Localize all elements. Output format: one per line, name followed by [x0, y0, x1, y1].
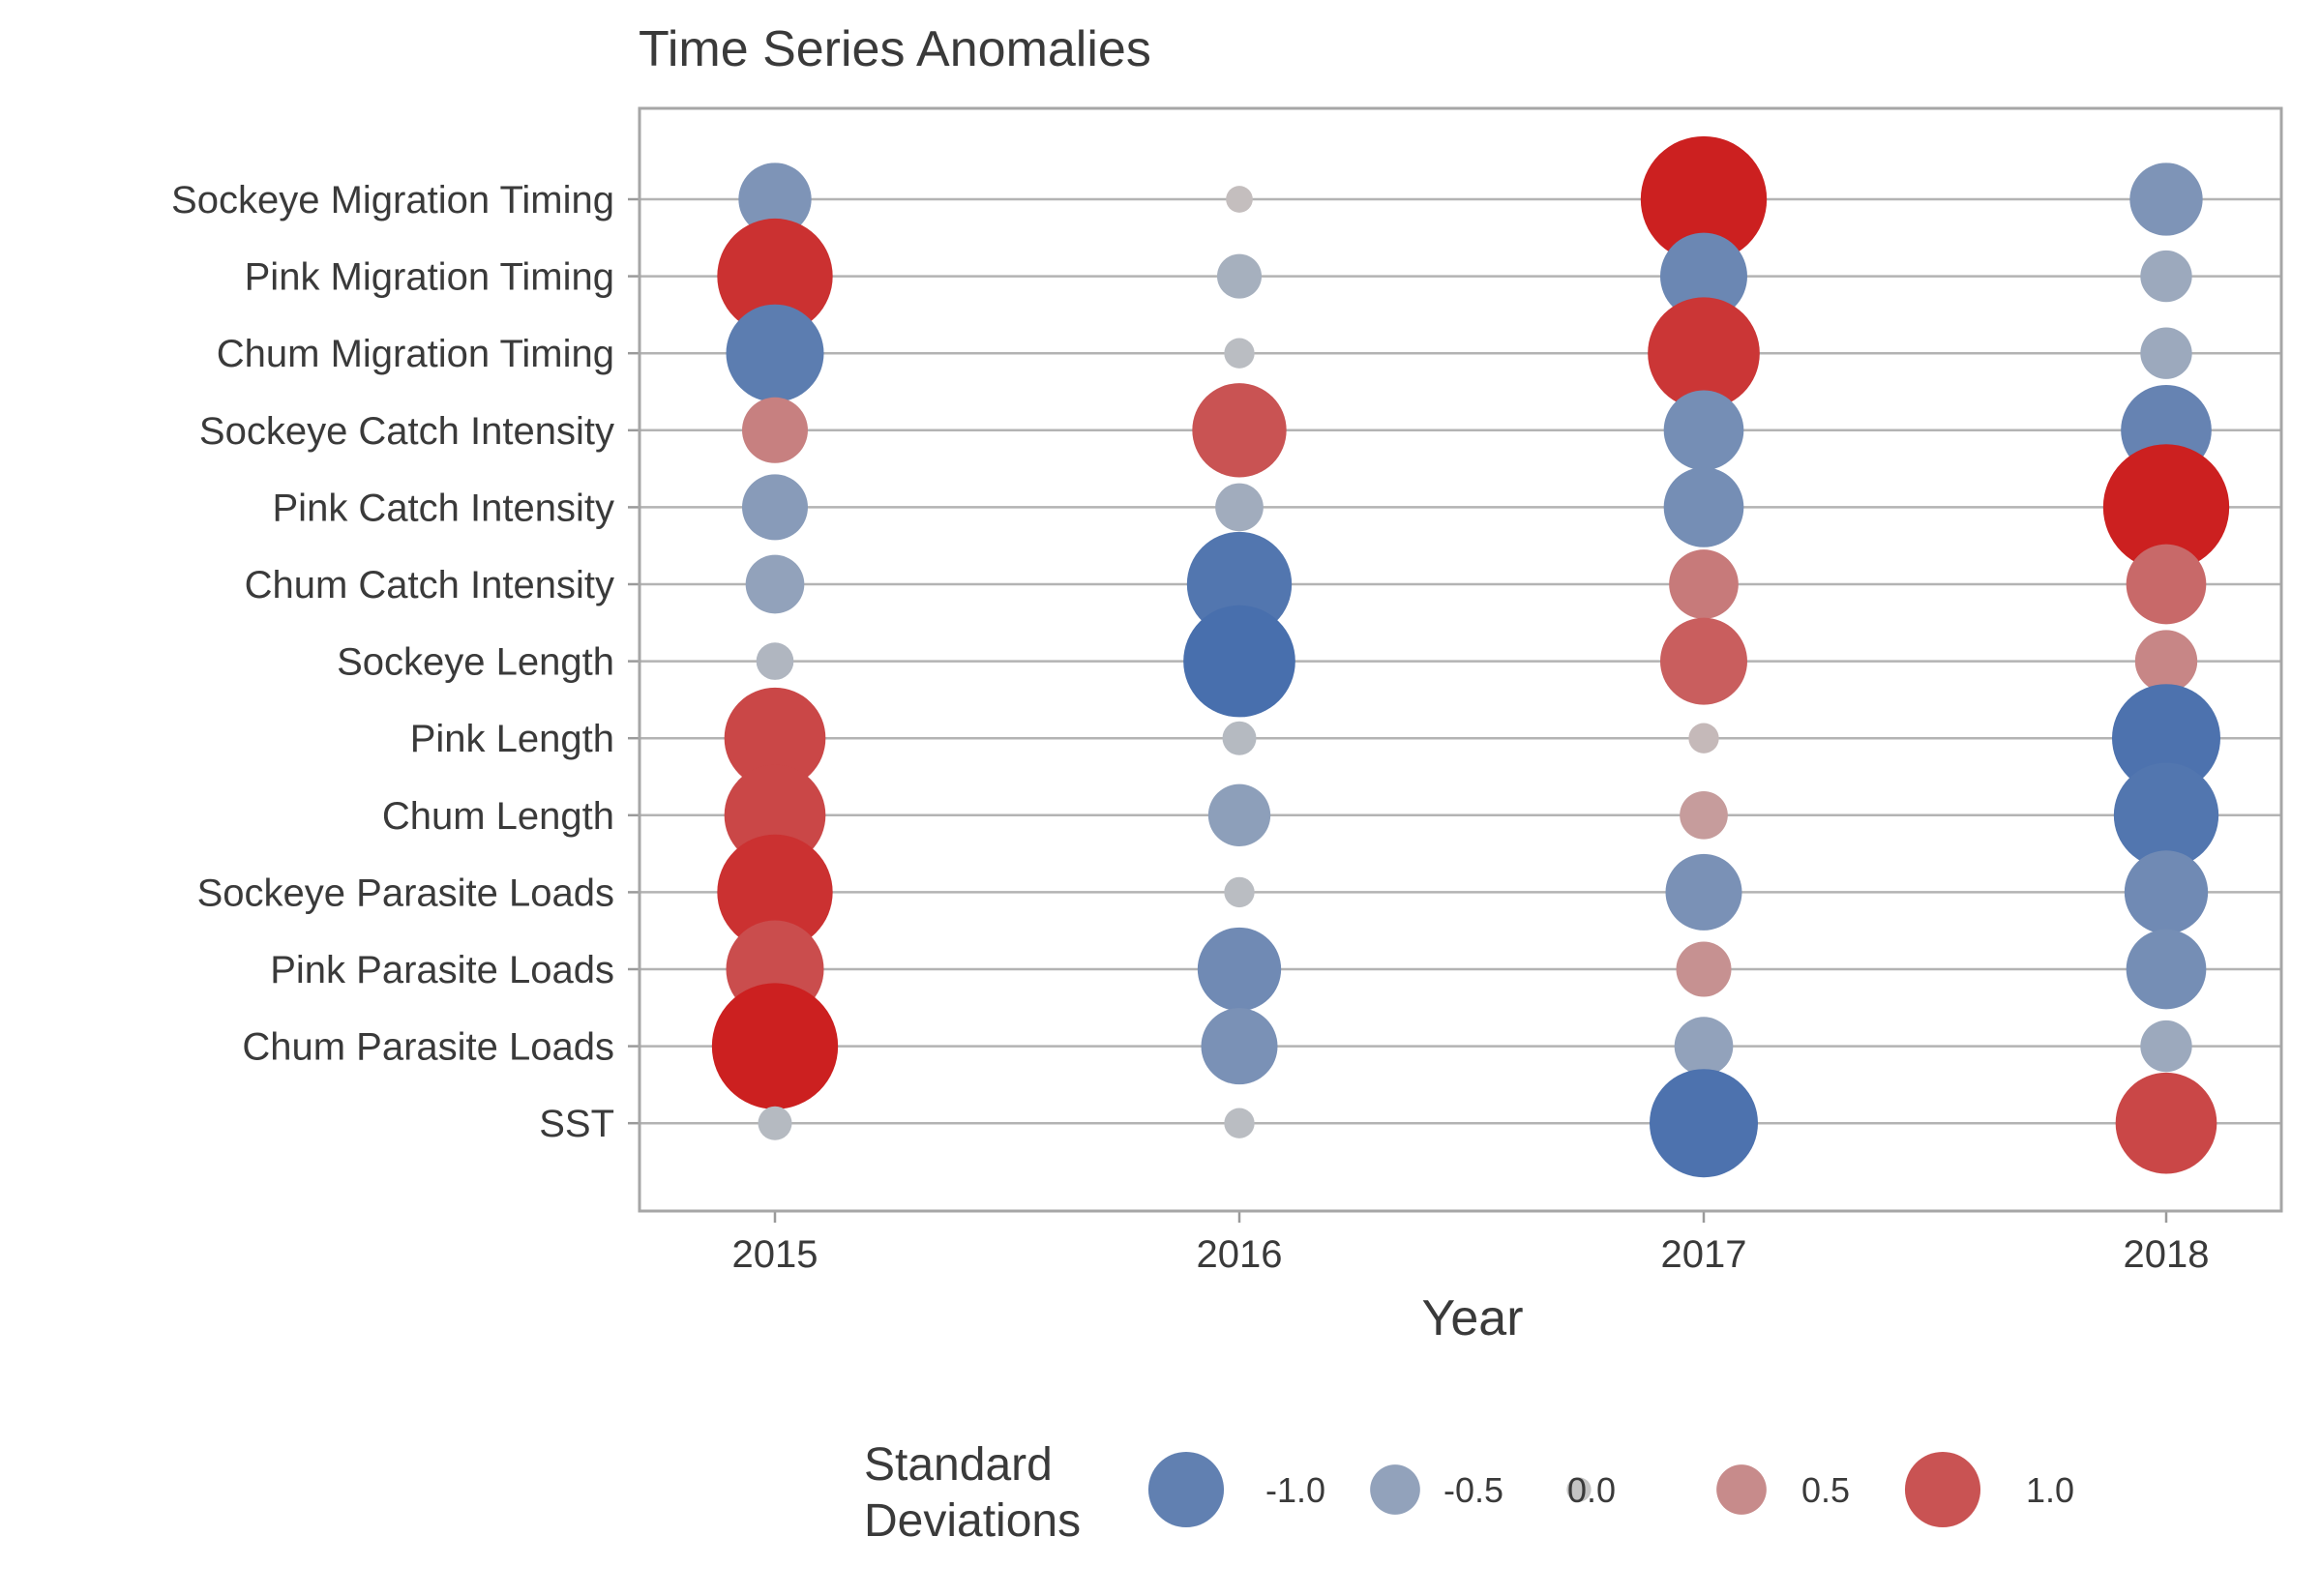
bubble-point — [1669, 549, 1739, 619]
bubble-point — [717, 218, 833, 335]
bubble-point — [711, 983, 839, 1109]
bubble-point — [1186, 531, 1293, 637]
y-tick-label: Pink Parasite Loads — [270, 949, 614, 991]
y-axis-ticks: Sockeye Migration Timing Pink Migration T… — [171, 179, 640, 1145]
legend-label: 0.0 — [1567, 1470, 1616, 1510]
bubble-point — [1201, 1008, 1278, 1085]
bubble-point — [1222, 721, 1257, 755]
bubble-point — [756, 642, 794, 680]
data-points — [711, 135, 2230, 1178]
bubble-point — [1674, 1017, 1734, 1076]
x-tick-label: 2015 — [732, 1233, 818, 1276]
y-tick-label: Chum Catch Intensity — [245, 564, 614, 606]
y-tick-label: Sockeye Catch Intensity — [199, 410, 614, 453]
y-tick-label: Pink Catch Intensity — [273, 487, 615, 529]
legend-key — [1147, 1451, 1225, 1528]
bubble-point — [2112, 684, 2220, 793]
legend-title-line2: Deviations — [864, 1495, 1081, 1547]
bubble-point — [1215, 483, 1264, 532]
bubble-point — [1660, 232, 1747, 320]
bubble-point — [1192, 383, 1287, 478]
bubble-point — [2124, 850, 2209, 934]
x-axis-ticks: 2015 2016 2017 2018 — [732, 1211, 2210, 1276]
bubble-point — [1224, 338, 1255, 369]
bubble-point — [717, 834, 833, 951]
bubble-point — [1224, 876, 1255, 908]
bubble-point — [1676, 941, 1732, 997]
bubble-point — [1688, 723, 1719, 754]
bubble-point — [1207, 783, 1271, 846]
bubble-point — [758, 1106, 792, 1140]
bubble-point — [1660, 617, 1747, 705]
chart-title: Time Series Anomalies — [639, 21, 1151, 77]
plot-panel — [638, 106, 2283, 1213]
y-tick-label: Chum Migration Timing — [217, 333, 614, 375]
legend-items: -1.0 -0.5 0.0 0.5 1.0 — [1147, 1451, 2074, 1528]
bubble-point — [726, 304, 824, 402]
bubble-point — [1663, 390, 1744, 471]
bubble-point — [2102, 444, 2230, 571]
bubble-point — [1648, 297, 1760, 410]
legend-label: -1.0 — [1265, 1470, 1325, 1510]
legend-key — [1716, 1464, 1767, 1515]
bubble-point — [2140, 250, 2192, 303]
bubble-point — [745, 554, 805, 614]
bubble-point — [2115, 1072, 2217, 1174]
y-tick-label: Pink Migration Timing — [245, 256, 614, 299]
x-tick-label: 2018 — [2124, 1233, 2210, 1276]
legend-key — [1566, 1477, 1592, 1502]
bubble-point — [1224, 1108, 1255, 1138]
bubble-point — [1183, 605, 1295, 718]
bubble-point — [2140, 327, 2192, 379]
y-tick-label: SST — [539, 1103, 614, 1145]
legend-key — [1904, 1451, 1981, 1528]
bubble-point — [1650, 1069, 1758, 1178]
bubble-point — [1663, 467, 1744, 547]
y-tick-label: Pink Length — [410, 718, 614, 760]
bubble-point — [2126, 544, 2207, 625]
bubble-point — [1680, 790, 1728, 840]
bubble-point — [738, 163, 812, 236]
legend-label: 0.5 — [1801, 1470, 1850, 1510]
bubble-point — [742, 474, 808, 541]
y-tick-label: Chum Parasite Loads — [242, 1026, 614, 1069]
legend-title-line1: Standard — [864, 1439, 1053, 1491]
bubble-point — [1197, 927, 1282, 1012]
bubble-point — [2113, 762, 2219, 868]
bubble-point — [1226, 186, 1253, 213]
bubble-point — [2134, 630, 2198, 693]
y-tick-label: Chum Length — [382, 795, 614, 838]
bubble-point — [724, 687, 826, 789]
x-tick-label: 2017 — [1661, 1233, 1747, 1276]
bubble-point — [2129, 163, 2203, 236]
bubble-point — [1640, 135, 1768, 263]
bubble-point — [1217, 253, 1262, 299]
grid-lines — [640, 197, 2281, 1125]
legend-key — [1370, 1464, 1420, 1515]
legend-label: -0.5 — [1443, 1470, 1503, 1510]
y-tick-label: Sockeye Length — [337, 641, 614, 684]
x-axis-label: Year — [1421, 1290, 1523, 1346]
x-tick-label: 2016 — [1197, 1233, 1283, 1276]
bubble-point — [2126, 929, 2207, 1010]
bubble-point — [1665, 853, 1742, 931]
legend-label: 1.0 — [2026, 1470, 2074, 1510]
y-tick-label: Sockeye Parasite Loads — [197, 872, 614, 914]
legend: Standard Deviations -1.0 -0.5 0.0 0.5 1.0 — [864, 1439, 2074, 1547]
bubble-point — [742, 397, 808, 463]
y-tick-label: Sockeye Migration Timing — [171, 179, 614, 222]
bubble-point — [2140, 1020, 2192, 1073]
